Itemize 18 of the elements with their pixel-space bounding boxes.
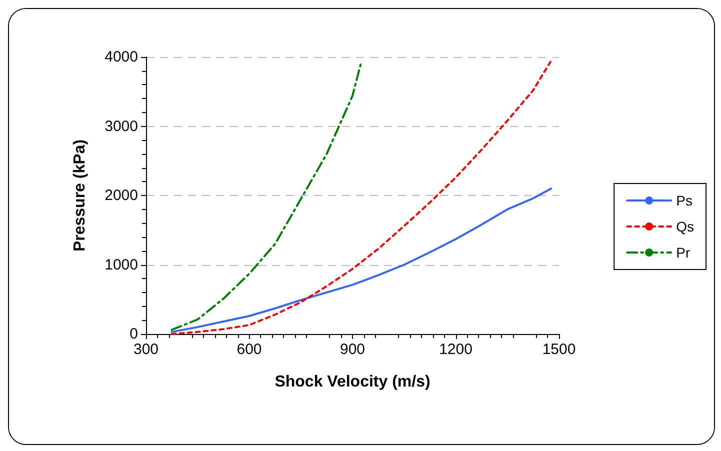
line-series	[170, 62, 362, 331]
legend-label: Ps	[676, 192, 692, 208]
line-series	[170, 60, 552, 335]
x-tick-label: 900	[340, 341, 366, 358]
legend-label: Qs	[676, 218, 694, 234]
x-tick-label: 1200	[439, 341, 472, 358]
y-tick-label: 0	[130, 326, 138, 342]
y-tick-label: 3000	[104, 118, 138, 135]
line-series	[170, 188, 552, 333]
y-tick-label: 2000	[104, 187, 138, 204]
x-tick-label: 1500	[542, 341, 576, 358]
y-tick-label: 1000	[104, 256, 138, 274]
x-tick-label: 600	[236, 341, 262, 358]
y-axis-title: Pressure (kPa)	[72, 139, 88, 252]
legend-label: Pr	[676, 244, 690, 260]
y-tick-label: 4000	[104, 48, 138, 66]
x-tick-label: 300	[133, 341, 159, 358]
x-axis-title: Shock Velocity (m/s)	[274, 374, 430, 390]
